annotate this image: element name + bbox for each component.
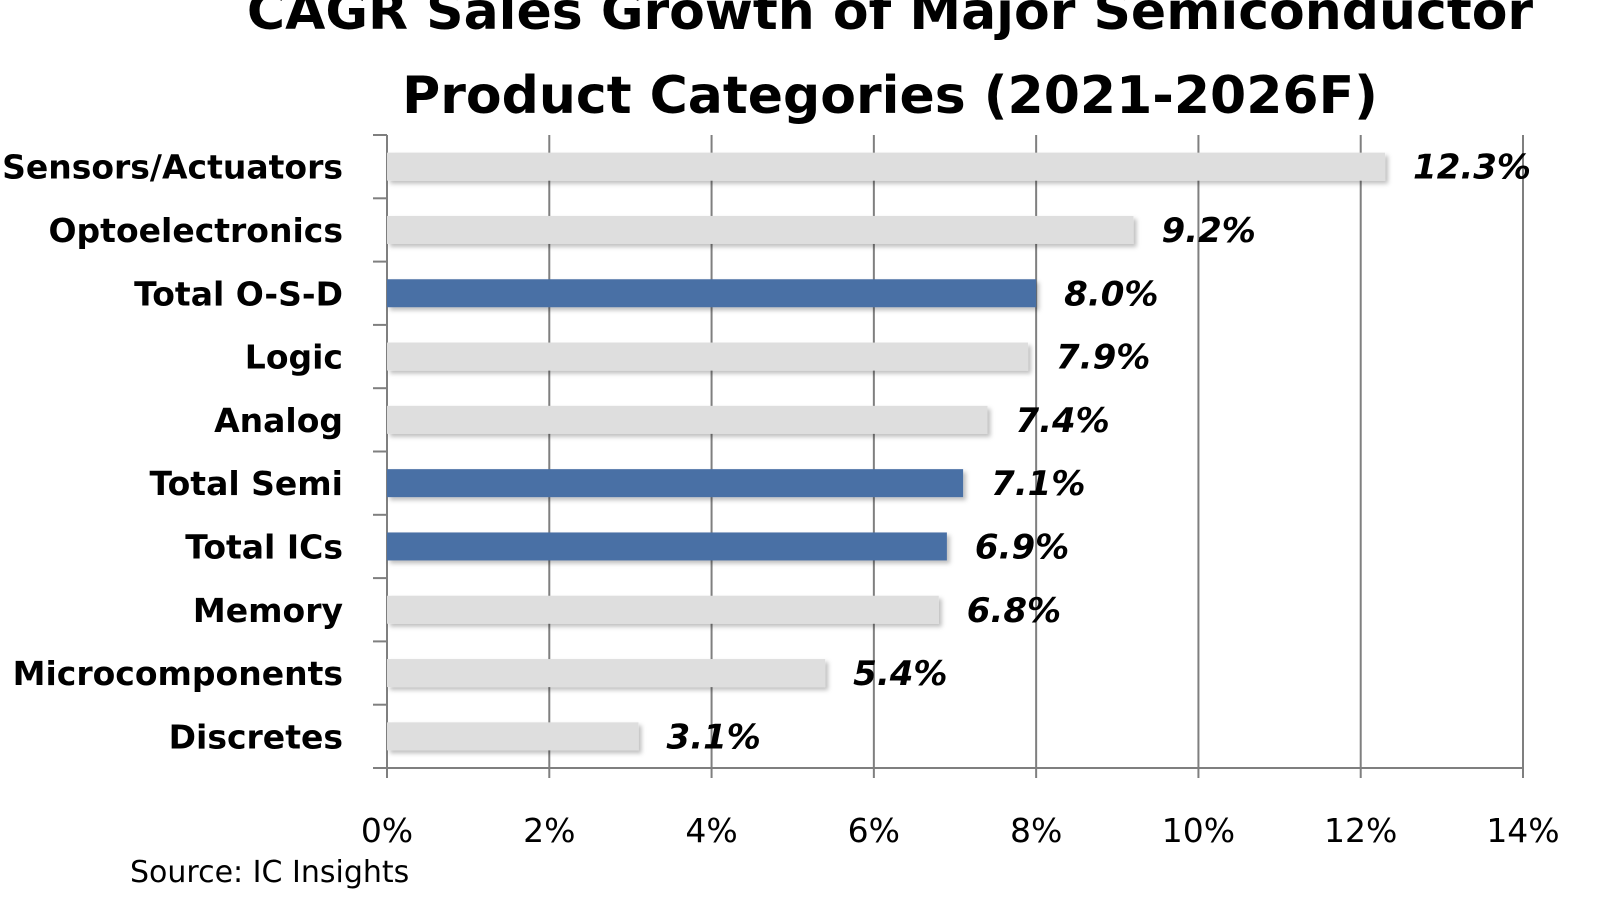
x-tick-label-0: 0% bbox=[361, 811, 413, 850]
category-label-3: Logic bbox=[245, 338, 343, 377]
value-label-9: 3.1% bbox=[667, 717, 761, 757]
category-label-0: Sensors/Actuators bbox=[2, 148, 343, 187]
value-label-1: 9.2% bbox=[1162, 211, 1256, 251]
x-tick-label-2: 4% bbox=[685, 811, 737, 850]
category-labels: Sensors/Actuators Optoelectronics Total O-… bbox=[2, 148, 343, 757]
chart-title-line-1: CAGR Sales Growth of Major Semiconductor bbox=[246, 0, 1534, 42]
bar-7 bbox=[387, 595, 939, 624]
value-label-0: 12.3% bbox=[1413, 148, 1531, 188]
chart-title-line-2: Product Categories (2021-2026F) bbox=[402, 66, 1378, 126]
bar-0 bbox=[387, 152, 1386, 181]
x-tick-label-7: 14% bbox=[1486, 811, 1559, 850]
category-label-9: Discretes bbox=[169, 717, 343, 756]
x-tick-label-3: 6% bbox=[848, 811, 900, 850]
value-labels: 12.3% 9.2%8.0% 7.9% 7.4% 7.1% 6.9% 6.8% 5.4% 3.1… bbox=[667, 148, 1531, 758]
bar-9 bbox=[387, 722, 639, 751]
category-label-2: Total O-S-D bbox=[134, 274, 343, 313]
x-tick-label-1: 2% bbox=[523, 811, 575, 850]
value-label-3: 7.9% bbox=[1056, 338, 1150, 378]
value-label-7: 6.8% bbox=[967, 591, 1061, 631]
category-label-1: Optoelectronics bbox=[49, 211, 344, 250]
category-label-4: Analog bbox=[214, 401, 343, 440]
x-tick-label-4: 8% bbox=[1010, 811, 1062, 850]
bar-6 bbox=[387, 532, 947, 561]
bars bbox=[387, 152, 1386, 751]
x-tick-label-5: 10% bbox=[1162, 811, 1235, 850]
x-tick-label-6: 12% bbox=[1324, 811, 1397, 850]
bar-1 bbox=[387, 215, 1134, 244]
value-label-6: 6.9% bbox=[975, 527, 1069, 567]
category-label-5: Total Semi bbox=[150, 464, 344, 503]
category-label-6: Total ICs bbox=[185, 527, 343, 566]
x-tick-labels: 0% 2% 4% 6% 8% 10% 12% 14% bbox=[361, 811, 1560, 850]
category-label-7: Memory bbox=[193, 591, 343, 630]
value-label-2: 8.0% bbox=[1064, 274, 1158, 314]
bar-3 bbox=[387, 342, 1029, 371]
value-label-5: 7.1% bbox=[991, 464, 1085, 504]
source-note: Source: IC Insights bbox=[130, 855, 410, 890]
value-label-8: 5.4% bbox=[853, 654, 947, 694]
bar-5 bbox=[387, 469, 964, 498]
bar-8 bbox=[387, 659, 826, 688]
value-label-4: 7.4% bbox=[1015, 401, 1109, 441]
bar-4 bbox=[387, 405, 988, 434]
bar-2 bbox=[387, 279, 1037, 308]
category-label-8: Microcomponents bbox=[13, 654, 343, 693]
